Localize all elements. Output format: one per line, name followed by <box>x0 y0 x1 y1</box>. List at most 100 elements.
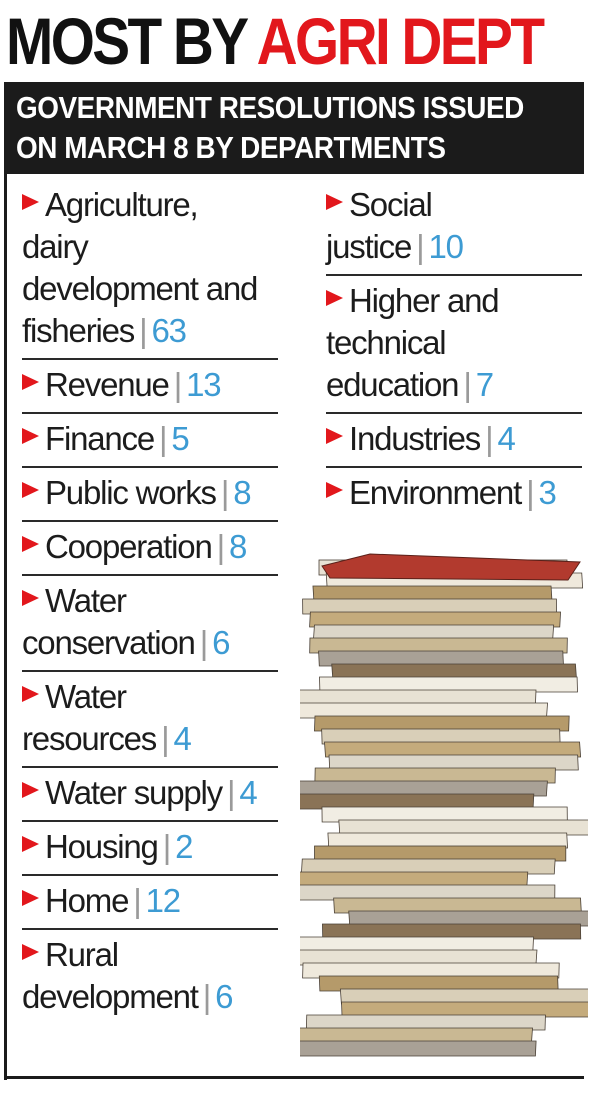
department-line: Home | 12 <box>22 880 278 922</box>
department-item: Higher and technical education | 7 <box>326 276 582 414</box>
department-line: Higher and <box>326 280 582 322</box>
bullet-arrow-icon <box>22 590 39 606</box>
resolution-count: 2 <box>175 828 193 865</box>
bullet-arrow-icon <box>326 290 343 306</box>
resolution-count: 13 <box>186 366 222 403</box>
separator: | <box>226 774 236 811</box>
bullet-arrow-icon <box>22 782 39 798</box>
department-line: dairy <box>22 226 278 268</box>
department-line: Revenue | 13 <box>22 364 278 406</box>
department-item: Home | 12 <box>22 876 278 930</box>
separator: | <box>216 528 226 565</box>
department-item: Environment | 3 <box>326 468 582 520</box>
department-name: fisheries <box>22 312 135 349</box>
right-column-list: Social justice | 10 Higher and technical educa… <box>326 180 582 520</box>
bullet-arrow-icon <box>22 194 39 210</box>
resolution-count: 6 <box>215 978 233 1015</box>
separator: | <box>485 420 494 457</box>
department-item: Rural development | 6 <box>22 930 278 1024</box>
department-name: Rural <box>45 936 119 973</box>
department-item: Housing | 2 <box>22 822 278 876</box>
department-line: education | 7 <box>326 364 582 406</box>
separator: | <box>161 720 170 757</box>
department-line: Cooperation | 8 <box>22 526 278 568</box>
department-name: Public works <box>45 474 217 511</box>
paper-sheet <box>300 1040 537 1057</box>
department-name: Finance <box>45 420 155 457</box>
separator: | <box>220 474 230 511</box>
department-item: Revenue | 13 <box>22 360 278 414</box>
department-line: Water <box>22 676 278 718</box>
bullet-arrow-icon <box>326 428 343 444</box>
department-item: Finance | 5 <box>22 414 278 468</box>
department-name: development <box>22 978 199 1015</box>
department-item: Water supply | 4 <box>22 768 278 822</box>
file-stack-illustration <box>300 553 588 1057</box>
department-name: resources <box>22 720 157 757</box>
separator: | <box>199 624 209 661</box>
bullet-arrow-icon <box>326 194 343 210</box>
department-line: Environment | 3 <box>326 472 582 514</box>
department-name: Higher and <box>349 282 500 319</box>
banner-line-1: GOVERNMENT RESOLUTIONS ISSUED <box>16 90 524 125</box>
department-line: fisheries | 63 <box>22 310 278 352</box>
subtitle-banner: GOVERNMENT RESOLUTIONS ISSUED ON MARCH 8… <box>4 82 584 174</box>
separator: | <box>526 474 535 511</box>
department-name: technical <box>326 324 447 361</box>
separator: | <box>162 828 172 865</box>
department-line: development | 6 <box>22 976 278 1018</box>
department-name: Agriculture, <box>45 186 199 223</box>
headline: MOST BY AGRI DEPT <box>6 2 545 80</box>
department-item: Water conservation | 6 <box>22 576 278 672</box>
department-item: Cooperation | 8 <box>22 522 278 576</box>
separator: | <box>133 882 142 919</box>
department-name: conservation <box>22 624 196 661</box>
department-name: Water <box>45 582 127 619</box>
resolution-count: 8 <box>228 528 247 565</box>
department-name: Revenue <box>45 366 170 403</box>
department-name: Housing <box>45 828 159 865</box>
bullet-arrow-icon <box>22 890 39 906</box>
frame-left-border <box>4 82 7 1080</box>
bullet-arrow-icon <box>22 944 39 960</box>
banner-line-2: ON MARCH 8 BY DEPARTMENTS <box>16 130 446 165</box>
department-name: Social <box>349 186 433 223</box>
bullet-arrow-icon <box>22 374 39 390</box>
resolution-count: 4 <box>173 720 191 757</box>
department-name: Water <box>45 678 127 715</box>
department-name: Industries <box>349 420 481 457</box>
department-line: Rural <box>22 934 278 976</box>
department-item: Public works | 8 <box>22 468 278 522</box>
resolution-count: 7 <box>475 366 494 403</box>
resolution-count: 10 <box>428 228 465 265</box>
department-name: Water supply <box>45 774 223 811</box>
department-line: technical <box>326 322 582 364</box>
department-name: Environment <box>349 474 522 511</box>
department-line: Water <box>22 580 278 622</box>
department-name: development and <box>22 270 258 307</box>
separator: | <box>202 978 212 1015</box>
department-name: dairy <box>22 228 89 265</box>
department-item: Water resources | 4 <box>22 672 278 768</box>
frame-bottom-border <box>4 1076 584 1079</box>
resolution-count: 12 <box>145 882 182 919</box>
resolution-count: 8 <box>233 474 251 511</box>
separator: | <box>173 366 183 403</box>
department-name: Home <box>45 882 129 919</box>
department-name: Cooperation <box>45 528 213 565</box>
department-item: Social justice | 10 <box>326 180 582 276</box>
bullet-arrow-icon <box>22 428 39 444</box>
headline-part-red: AGRI DEPT <box>256 4 545 78</box>
department-line: justice | 10 <box>326 226 582 268</box>
bullet-arrow-icon <box>22 836 39 852</box>
bullet-arrow-icon <box>22 482 39 498</box>
resolution-count: 4 <box>497 420 515 457</box>
bullet-arrow-icon <box>22 686 39 702</box>
department-line: Public works | 8 <box>22 472 278 514</box>
resolution-count: 4 <box>239 774 257 811</box>
resolution-count: 5 <box>171 420 189 457</box>
separator: | <box>139 312 148 349</box>
separator: | <box>463 366 472 403</box>
bullet-arrow-icon <box>22 536 39 552</box>
top-folder <box>321 553 581 581</box>
